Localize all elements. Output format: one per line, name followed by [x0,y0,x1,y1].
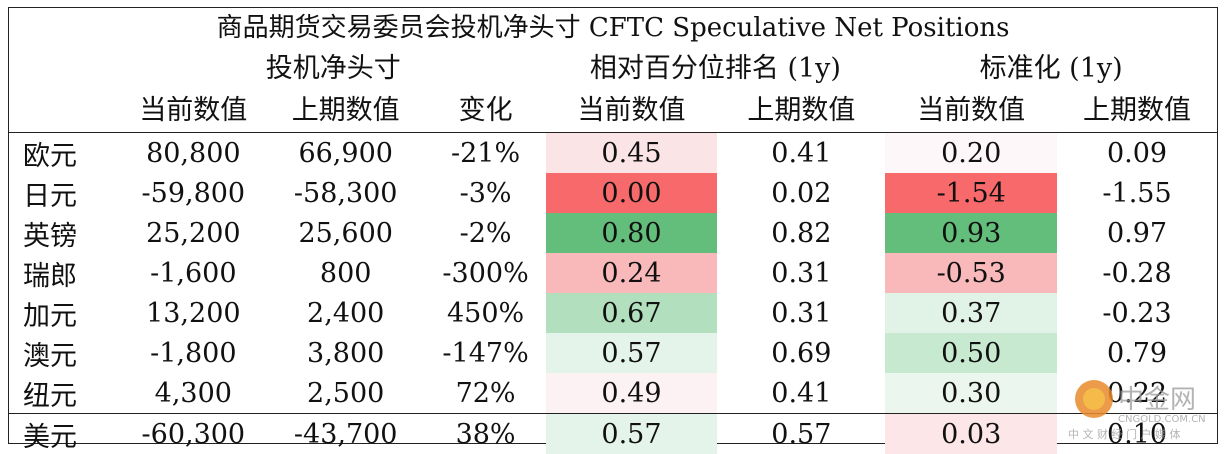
col-header-net-previous: 上期数值 [266,88,426,133]
currency-name: 加元 [9,293,121,333]
cell-net-current: 80,800 [121,133,266,174]
cell-pct-previous: 0.69 [717,333,885,373]
cell-std-previous: 0.97 [1057,213,1217,253]
currency-name: 欧元 [9,133,121,174]
cell-net-previous: 2,400 [266,293,426,333]
cell-std-previous: 0.09 [1057,133,1217,174]
col-header-pct-previous: 上期数值 [717,88,885,133]
cell-change: 450% [426,293,546,333]
cell-net-previous: -58,300 [266,173,426,213]
cell-std-previous: -0.23 [1057,293,1217,333]
cell-pct-previous: 0.82 [717,213,885,253]
cell-pct-previous: 0.31 [717,253,885,293]
table-title: 商品期货交易委员会投机净头寸 CFTC Speculative Net Posi… [9,8,1217,48]
currency-name: 英镑 [9,213,121,253]
cell-net-previous: 800 [266,253,426,293]
cell-net-previous: 25,600 [266,213,426,253]
cell-net-previous: 3,800 [266,333,426,373]
currency-name: 澳元 [9,333,121,373]
cell-pct-previous: 0.41 [717,133,885,174]
cell-net-current: 13,200 [121,293,266,333]
cell-change: -3% [426,173,546,213]
cftc-table: 商品期货交易委员会投机净头寸 CFTC Speculative Net Posi… [9,8,1217,454]
col-header-pct-current: 当前数值 [546,88,718,133]
cell-pct-current: 0.80 [546,213,718,253]
col-header-net-current: 当前数值 [121,88,266,133]
cell-std-current: 0.93 [885,213,1057,253]
cell-net-previous: -43,700 [266,414,426,454]
cell-net-current: 4,300 [121,373,266,414]
cell-change: 38% [426,414,546,454]
cell-change: -21% [426,133,546,174]
cell-std-current: 0.03 [885,414,1057,454]
col-header-std-previous: 上期数值 [1057,88,1217,133]
cell-pct-previous: 0.41 [717,373,885,414]
cell-std-current: 0.20 [885,133,1057,174]
col-header-std-current: 当前数值 [885,88,1057,133]
cell-std-previous: 0.79 [1057,333,1217,373]
group-header-percentile: 相对百分位排名 (1y) [546,48,886,88]
group-header-net: 投机净头寸 [121,48,546,88]
cell-pct-current: 0.45 [546,133,718,174]
cell-std-current: 0.50 [885,333,1057,373]
cell-std-current: 0.37 [885,293,1057,333]
cell-net-previous: 66,900 [266,133,426,174]
cell-pct-current: 0.49 [546,373,718,414]
cell-pct-previous: 0.31 [717,293,885,333]
currency-name: 美元 [9,414,121,454]
cell-std-current: -0.53 [885,253,1057,293]
cell-std-current: 0.30 [885,373,1057,414]
cell-net-current: 25,200 [121,213,266,253]
cell-net-current: -59,800 [121,173,266,213]
cell-pct-previous: 0.02 [717,173,885,213]
cell-pct-current: 0.00 [546,173,718,213]
cftc-table-frame: 商品期货交易委员会投机净头寸 CFTC Speculative Net Posi… [8,7,1218,444]
cell-net-current: -1,600 [121,253,266,293]
group-header-standardized: 标准化 (1y) [885,48,1217,88]
currency-name: 瑞郎 [9,253,121,293]
cell-pct-current: 0.57 [546,414,718,454]
cell-net-current: -1,800 [121,333,266,373]
cell-std-current: -1.54 [885,173,1057,213]
currency-name: 日元 [9,173,121,213]
cell-change: -2% [426,213,546,253]
currency-name: 纽元 [9,373,121,414]
cell-std-previous: -0.28 [1057,253,1217,293]
cell-std-previous: -1.55 [1057,173,1217,213]
cell-change: 72% [426,373,546,414]
cell-std-previous: 0.22 [1057,373,1217,414]
cell-pct-current: 0.67 [546,293,718,333]
cell-std-previous: 0.10 [1057,414,1217,454]
col-header-change: 变化 [426,88,546,133]
cell-net-current: -60,300 [121,414,266,454]
cell-net-previous: 2,500 [266,373,426,414]
cell-pct-current: 0.57 [546,333,718,373]
cell-change: -300% [426,253,546,293]
cell-pct-previous: 0.57 [717,414,885,454]
cell-change: -147% [426,333,546,373]
cell-pct-current: 0.24 [546,253,718,293]
